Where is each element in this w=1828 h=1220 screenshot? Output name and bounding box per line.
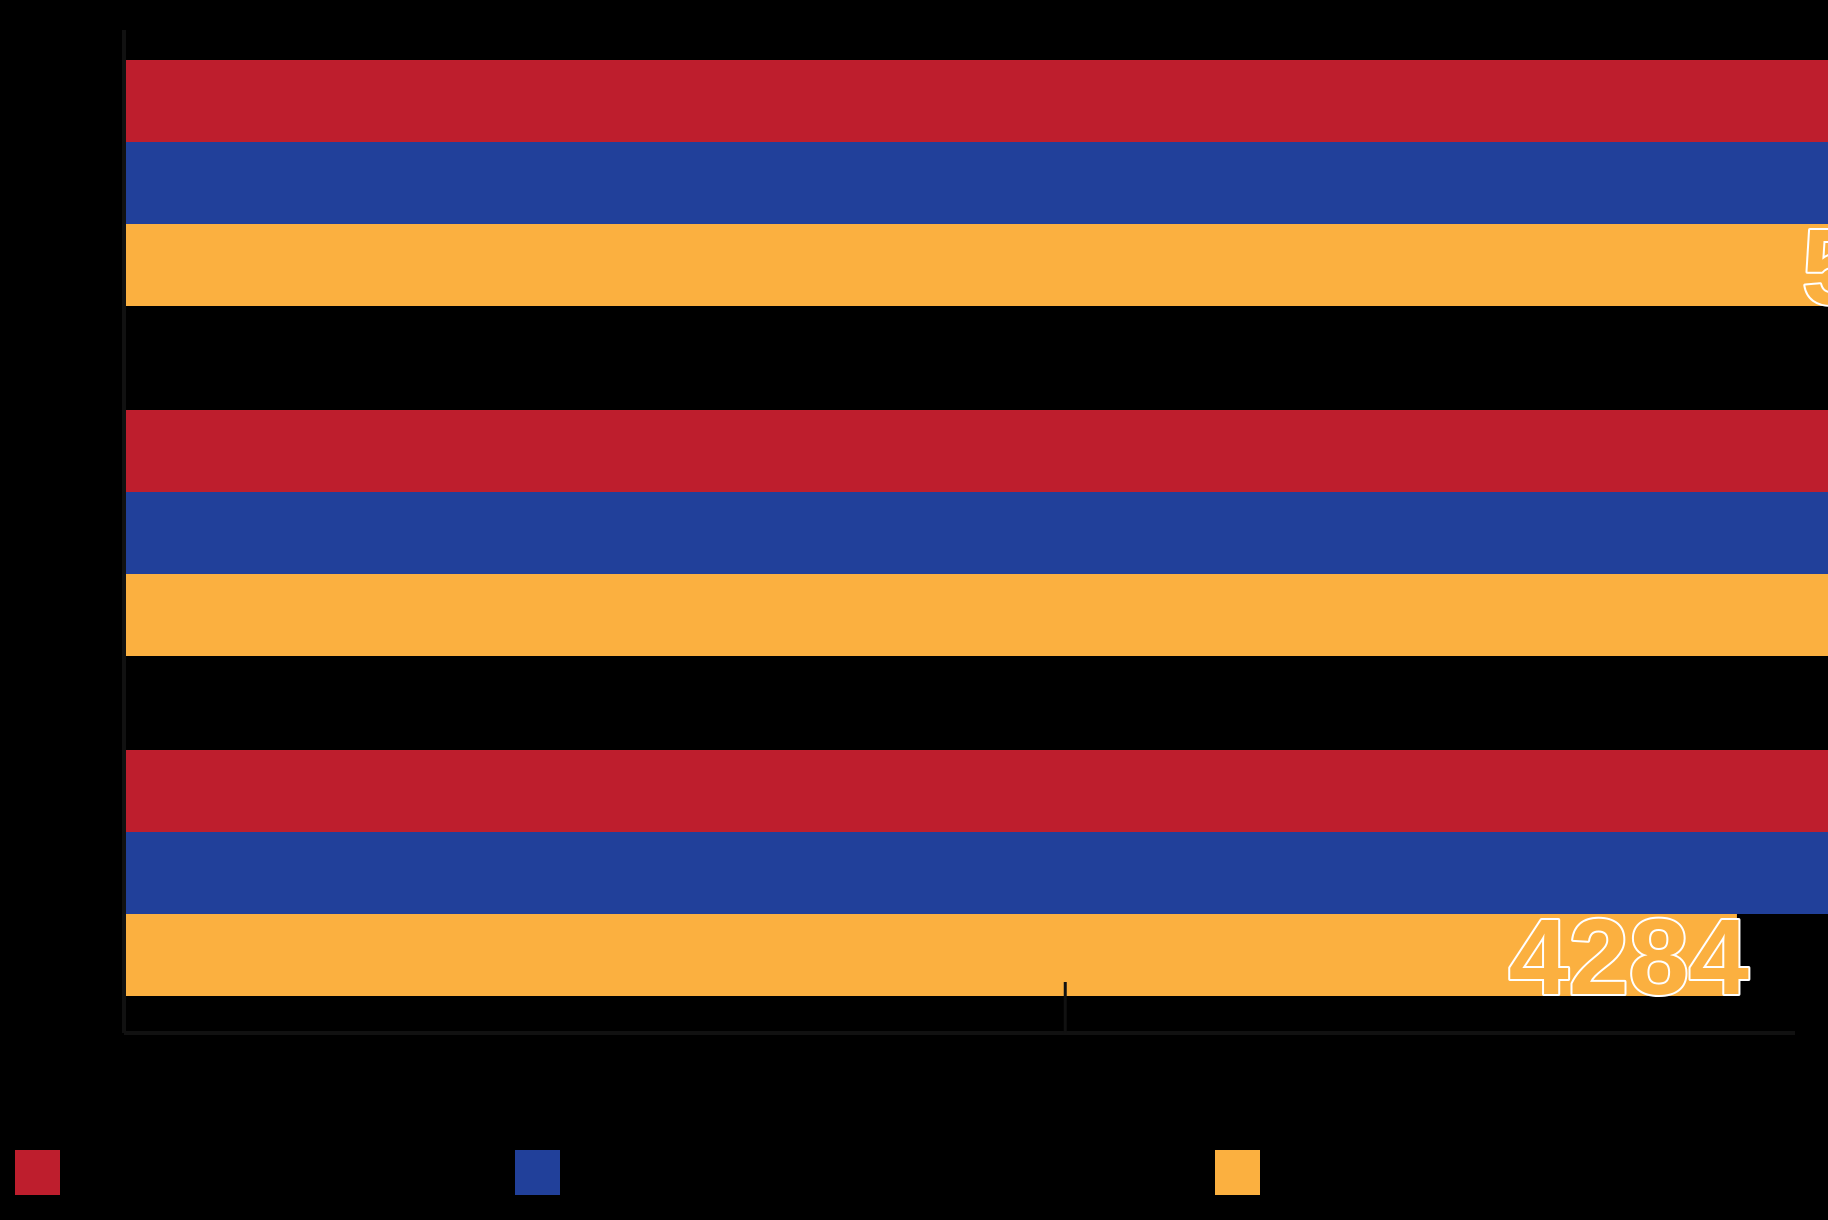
bar-g1-s2 — [124, 142, 1828, 224]
bar-g3-s2 — [124, 832, 1828, 914]
bar-g2-s1 — [124, 410, 1828, 492]
legend-swatch-1 — [15, 1150, 60, 1195]
data-label-g3-s3: 4284 — [1509, 896, 1749, 1017]
legend-swatch-3 — [1215, 1150, 1260, 1195]
bar-g1-s1 — [124, 60, 1828, 142]
bar-g1-s3 — [124, 224, 1828, 306]
bar-g3-s1 — [124, 750, 1828, 832]
bar-g2-s3 — [124, 574, 1828, 656]
legend-swatch-2 — [515, 1150, 560, 1195]
bar-g3-s3 — [124, 914, 1737, 996]
data-label-g1-s3: 5063 — [1802, 206, 1828, 327]
bar-g2-s2 — [124, 492, 1828, 574]
